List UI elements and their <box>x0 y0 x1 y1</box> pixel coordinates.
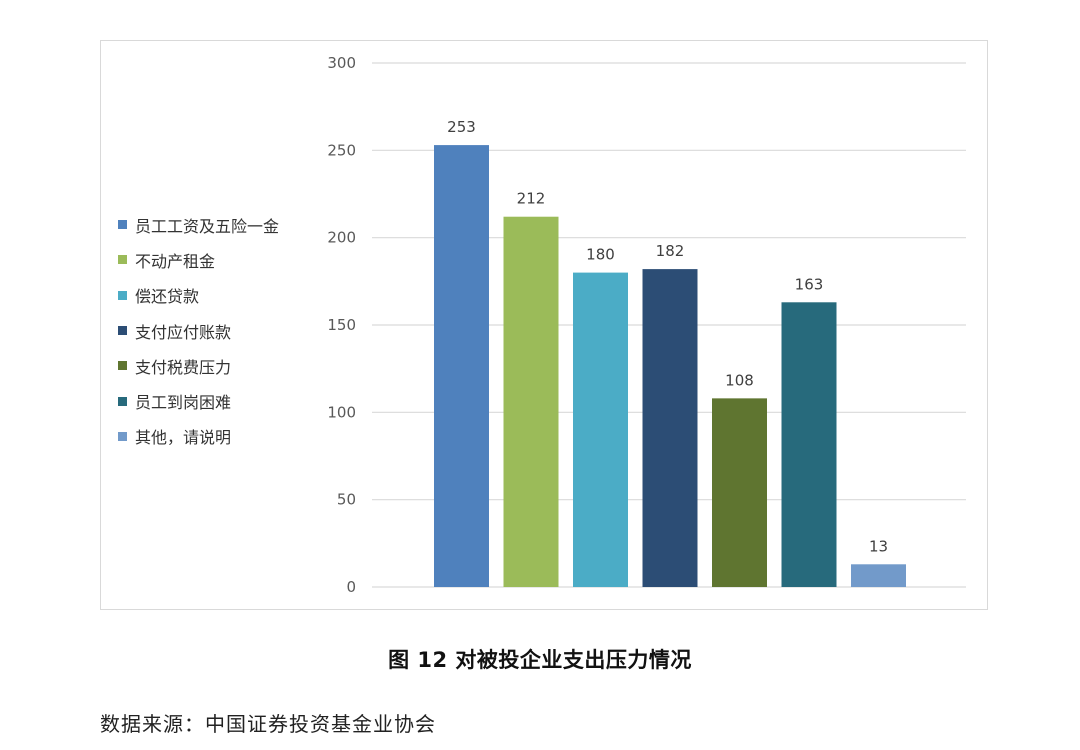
y-axis-ticks: 0 50 100 150 200 250 300 <box>327 54 356 596</box>
bar <box>851 564 906 587</box>
legend-swatch <box>118 361 127 371</box>
legend-swatch <box>118 255 127 265</box>
data-source: 数据来源：中国证券投资基金业协会 <box>100 712 436 736</box>
legend-label: 不动产租金 <box>135 251 216 271</box>
legend-item: 不动产租金 <box>118 242 279 277</box>
y-tick-label: 50 <box>337 491 356 509</box>
data-label: 182 <box>656 242 685 260</box>
data-label: 212 <box>517 190 546 208</box>
y-tick-label: 100 <box>327 403 356 421</box>
bar <box>434 145 489 588</box>
y-tick-label: 250 <box>327 141 356 159</box>
bar <box>573 272 628 587</box>
figure-caption: 图 12 对被投企业支出压力情况 <box>388 648 692 672</box>
y-tick-label: 0 <box>346 578 356 596</box>
legend-swatch <box>118 290 127 300</box>
legend-item: 偿还贷款 <box>118 278 279 313</box>
data-label: 163 <box>795 275 824 293</box>
legend-item: 支付应付账款 <box>118 313 279 348</box>
legend-swatch <box>118 396 127 406</box>
bars <box>434 145 906 588</box>
bar <box>712 398 767 587</box>
legend-item: 其他，请说明 <box>118 419 279 454</box>
data-label: 108 <box>725 371 754 389</box>
bar <box>642 269 698 587</box>
legend-swatch <box>118 431 127 441</box>
data-label: 253 <box>447 118 476 136</box>
legend-item: 支付税费压力 <box>118 348 279 383</box>
legend-swatch <box>118 326 127 336</box>
y-tick-label: 300 <box>327 54 356 72</box>
legend-label: 支付应付账款 <box>135 322 232 342</box>
legend-swatch <box>118 220 127 230</box>
data-labels: 253 212 180 182 108 163 13 <box>447 118 888 555</box>
bar <box>781 302 837 587</box>
legend-label: 偿还贷款 <box>135 287 200 307</box>
y-tick-label: 200 <box>327 229 356 247</box>
legend-label: 员工工资及五险一金 <box>135 216 280 236</box>
bar <box>503 216 559 587</box>
legend: 员工工资及五险一金 不动产租金偿还贷款支付应付账款 支付税费压力 员工到岗困难 其他，请… <box>118 207 279 454</box>
legend-item: 员工到岗困难 <box>118 383 279 418</box>
legend-item: 员工工资及五险一金 <box>118 207 279 242</box>
legend-label: 其他，请说明 <box>135 428 232 448</box>
data-label: 180 <box>586 246 615 264</box>
legend-label: 员工到岗困难 <box>135 393 232 413</box>
y-tick-label: 150 <box>327 316 356 334</box>
legend-label: 支付税费压力 <box>135 357 232 377</box>
data-label: 13 <box>869 537 888 555</box>
